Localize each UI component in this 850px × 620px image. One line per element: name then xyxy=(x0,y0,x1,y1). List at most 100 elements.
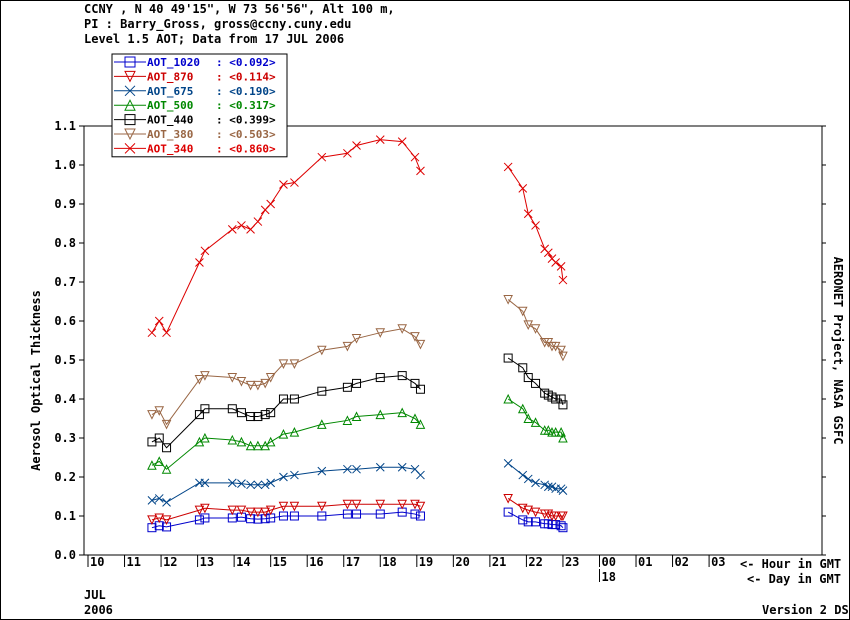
day-axis-note: <- Day in GMT xyxy=(747,572,841,586)
data-point xyxy=(410,509,420,519)
data-point xyxy=(260,514,270,524)
data-point xyxy=(317,466,327,476)
data-point xyxy=(317,152,327,162)
data-point xyxy=(279,180,288,189)
month-label: JUL xyxy=(84,588,106,602)
data-point xyxy=(517,403,528,414)
data-point xyxy=(342,499,353,510)
data-point xyxy=(162,443,172,453)
data-point xyxy=(278,511,288,521)
plot-area xyxy=(83,125,823,556)
series-aot-340 xyxy=(147,135,568,338)
data-point xyxy=(415,419,426,429)
data-point xyxy=(253,480,263,490)
data-point xyxy=(124,70,136,83)
data-point xyxy=(317,419,327,429)
data-point xyxy=(278,428,289,439)
data-point xyxy=(289,501,300,512)
data-point xyxy=(236,376,247,387)
legend-mean: : <0.860> xyxy=(216,142,276,155)
data-point xyxy=(161,419,172,430)
data-point xyxy=(227,434,238,445)
data-point xyxy=(375,328,386,338)
hour-axis-note: <- Hour in GMT xyxy=(740,557,841,571)
data-point xyxy=(195,258,204,267)
data-point xyxy=(147,410,157,420)
data-point xyxy=(397,371,407,381)
data-point xyxy=(415,501,426,512)
data-point xyxy=(260,507,271,518)
data-point xyxy=(246,480,255,490)
data-point xyxy=(147,460,157,470)
data-point xyxy=(200,478,210,488)
data-point xyxy=(558,351,568,362)
data-point xyxy=(531,378,541,388)
data-point xyxy=(556,345,566,356)
data-point xyxy=(543,482,553,492)
data-point xyxy=(289,427,300,437)
data-point xyxy=(342,415,353,425)
data-point xyxy=(194,515,204,525)
data-point xyxy=(278,359,289,370)
x-tick-label: 02 xyxy=(675,555,689,569)
y-tick-label: 0.9 xyxy=(54,197,76,211)
data-point xyxy=(236,408,246,418)
data-point xyxy=(397,407,408,418)
data-point xyxy=(530,507,541,518)
series-line xyxy=(151,139,421,334)
data-point xyxy=(200,246,210,256)
data-point xyxy=(503,295,513,305)
data-point xyxy=(410,152,420,162)
y-tick-label: 0.1 xyxy=(54,509,76,523)
data-point xyxy=(352,141,361,150)
series-line xyxy=(507,498,563,517)
data-point xyxy=(523,373,533,383)
data-point xyxy=(397,137,407,146)
y-tick-label: 0.2 xyxy=(54,470,76,484)
data-point xyxy=(543,248,553,258)
data-point xyxy=(518,515,528,525)
data-point xyxy=(289,359,300,370)
data-point xyxy=(343,464,352,474)
x-tick-label: 14 xyxy=(236,555,250,569)
data-point xyxy=(154,456,165,466)
y-tick-label: 0.8 xyxy=(54,236,76,250)
data-point xyxy=(200,432,210,443)
data-point xyxy=(124,143,136,154)
data-point xyxy=(523,209,533,219)
data-point xyxy=(556,427,566,437)
y-tick-label: 1.1 xyxy=(54,119,76,133)
data-point xyxy=(558,511,568,522)
data-point xyxy=(523,413,534,423)
data-point xyxy=(161,464,172,474)
data-point xyxy=(550,427,561,437)
side-label: AERONET Project, NASA GSFC xyxy=(831,257,845,445)
series-aot-675 xyxy=(147,458,568,507)
y-tick-label: 0.7 xyxy=(54,275,76,289)
legend-entry: AOT_380 xyxy=(147,128,193,141)
legend-entry: AOT_340 xyxy=(147,142,193,155)
data-point xyxy=(236,505,247,516)
x-tick-label: 03 xyxy=(711,555,725,569)
series-line xyxy=(507,511,564,529)
series-aot-380 xyxy=(147,295,568,430)
legend-mean: : <0.317> xyxy=(216,99,276,112)
data-point xyxy=(161,515,172,526)
data-point xyxy=(543,425,554,435)
data-point xyxy=(227,373,238,383)
data-point xyxy=(260,410,270,420)
data-point xyxy=(523,505,534,516)
series-aot-1020 xyxy=(147,507,568,533)
series-line xyxy=(151,466,421,503)
data-point xyxy=(253,217,263,226)
data-point xyxy=(154,316,164,326)
x-tick-label: 20 xyxy=(455,555,469,569)
data-point xyxy=(253,507,263,518)
series-line xyxy=(151,328,421,426)
series-aot-440 xyxy=(147,353,568,453)
data-point xyxy=(551,258,560,267)
legend-mean: : <0.503> xyxy=(216,128,276,141)
data-point xyxy=(154,513,165,524)
data-point xyxy=(558,400,568,410)
